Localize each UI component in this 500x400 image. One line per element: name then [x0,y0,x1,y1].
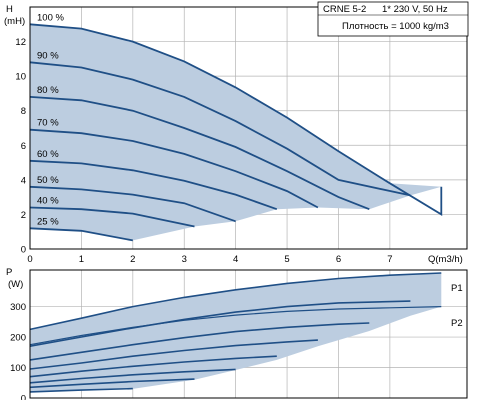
head-curve-80pct [29,96,370,211]
head-speed-label: 70 % [37,118,59,129]
power-p1-curve-70pct [29,339,318,370]
head-speed-label: 25 % [37,216,59,227]
head-y-unit: (mH) [4,16,25,27]
power-p1-curve-90pct [29,300,411,347]
head-y-tick: 8 [21,106,26,117]
head-y-tick: 4 [21,175,26,186]
power-y-tick: 100 [10,363,26,374]
pump-model: CRNE 5-2 [323,4,366,15]
head-x-tick: 3 [182,254,187,265]
head-x-tick: 5 [284,254,289,265]
head-x-tick: 2 [130,254,135,265]
power-p2-curve-100pct [29,306,442,346]
power-p1-curve-100pct [29,272,442,331]
head-frame [29,6,468,250]
head-x-tick: 6 [336,254,341,265]
series-label-p1: P1 [451,283,463,294]
head-y-tick: 12 [15,37,26,48]
head-curve-50pct [29,185,236,223]
head-x-label: Q(m3/h) [428,254,463,265]
power-p1-curve-80pct [29,322,370,361]
power-p1-curve-25pct [29,387,133,393]
head-y-tick: 10 [15,72,26,83]
power-p1-curve-40pct [29,378,195,389]
head-y-tick: 6 [21,141,26,152]
head-speed-label: 40 % [37,196,59,207]
power-y-tick: 0 [21,394,26,400]
head-curves [29,23,443,242]
power-y-unit: (W) [8,279,23,290]
head-y-tick: 0 [21,245,26,256]
info-box [317,1,469,37]
head-curve-90pct [29,61,411,197]
power-p1-curve-50pct [29,368,236,384]
head-curve-40pct [29,206,195,228]
head-speed-label: 100 % [37,12,64,23]
series-label-p2: P2 [451,318,463,329]
pump-supply: 1* 230 V, 50 Hz [382,4,448,15]
fluid-density: Плотность = 1000 kg/m3 [342,21,449,32]
power-y-tick: 200 [10,333,26,344]
head-curve-70pct [29,128,319,209]
power-p1-curve-60pct [29,355,277,378]
head-y-ticks: 0 2 4 6 8 10 12 [15,37,26,255]
head-x-tick: 0 [27,254,32,265]
head-y-tick: 2 [21,210,26,221]
head-x-tick: 4 [233,254,238,265]
power-y-label: P [6,267,12,278]
head-x-tick: 1 [79,254,84,265]
head-curve-25pct [29,227,133,242]
power-y-ticks: 0 100 200 300 [10,302,26,400]
head-speed-label: 60 % [37,149,59,160]
head-speed-label: 80 % [37,85,59,96]
power-curves [29,272,442,393]
head-curve-60pct [29,159,278,211]
power-y-tick: 300 [10,302,26,313]
head-speed-label: 90 % [37,50,59,61]
head-x-tick: 7 [387,254,392,265]
power-chart: 0 100 200 300 P (W) P1 P2 [6,267,468,400]
head-operating-area [30,24,442,241]
head-speed-label: 50 % [37,175,59,186]
head-y-label: H [6,4,13,15]
head-speed-labels: 100 % 90 % 80 % 70 % 60 % 50 % 40 % 25 % [37,12,64,227]
head-x-ticks: 0 1 2 3 4 5 6 7 [27,254,392,265]
head-curve-100pct [29,23,443,216]
power-frame [29,269,468,399]
